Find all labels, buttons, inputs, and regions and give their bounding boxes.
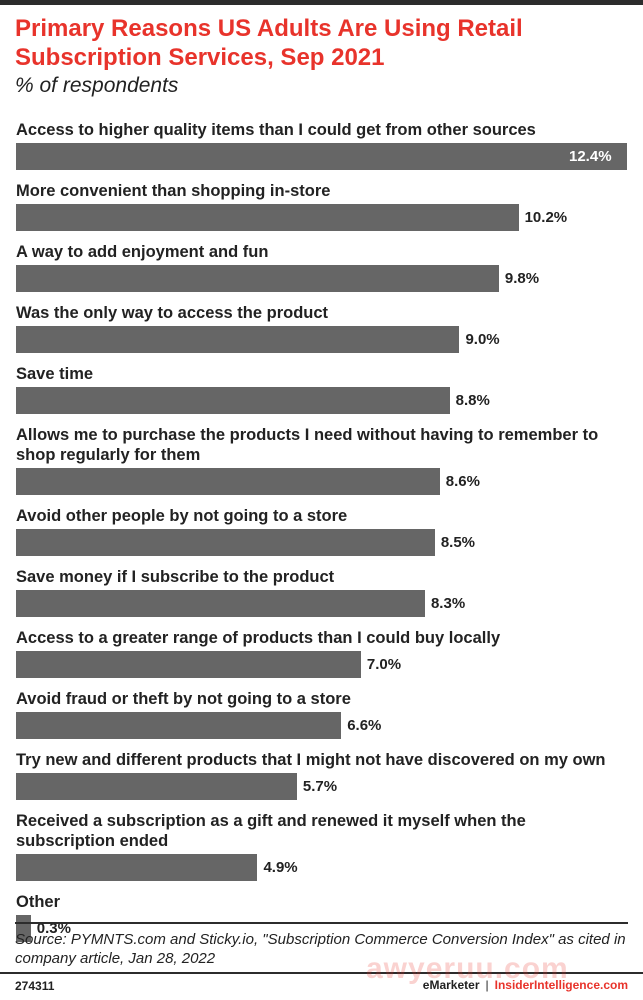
chart-id: 274311 [15,979,55,993]
category-label: Access to a greater range of products th… [16,629,501,647]
bar [16,712,342,739]
bar [16,204,519,231]
value-label: 8.3% [430,595,466,612]
value-label: 8.5% [440,534,476,551]
category-label: Save money if I subscribe to the product [16,568,335,586]
bar [16,651,361,678]
category-label: Avoid other people by not going to a sto… [16,507,348,525]
chart-title: Primary Reasons US Adults Are Using Reta… [15,15,523,71]
brand-credit: eMarketer | InsiderIntelligence.com [423,978,628,992]
bar [16,915,31,942]
value-label: 12.4% [569,148,612,165]
source-divider [15,922,628,924]
bar [16,265,499,292]
bar [16,387,450,414]
category-label: Was the only way to access the product [16,304,329,322]
category-label: Try new and different products that I mi… [16,751,606,769]
bar [16,529,435,556]
value-label: 8.6% [445,473,480,490]
category-label: Access to higher quality items than I co… [16,121,536,139]
value-label: 9.8% [504,270,540,287]
bar [16,326,460,353]
category-label: Allows me to purchase the products I nee… [16,426,599,464]
value-label: 6.6% [347,717,382,734]
bar [16,590,425,617]
category-label: Save time [16,365,94,383]
value-label: 4.9% [263,859,298,876]
value-label: 10.2% [524,209,568,226]
bar [16,468,440,495]
value-label: 9.0% [465,331,500,348]
chart-subtitle: % of respondents [15,74,179,97]
top-rule [0,0,643,5]
category-label: Other [16,893,61,911]
watermark: awyeruu.com [366,952,569,985]
category-label: Avoid fraud or theft by not going to a s… [16,690,351,708]
bar [16,854,258,881]
category-label: Received a subscription as a gift and re… [16,812,526,850]
brand-emarketer: eMarketer [422,978,480,992]
brand-insiderintelligence-link[interactable]: InsiderIntelligence.com [494,978,628,992]
source-note: Source: PYMNTS.com and Sticky.io, "Subsc… [15,931,626,967]
category-label: More convenient than shopping in-store [16,182,331,200]
value-label: 5.7% [302,778,338,795]
footer-rule [0,972,643,974]
value-label: 8.8% [455,392,490,409]
value-label: 0.3% [36,920,71,937]
bar [16,773,297,800]
brand-separator: | [485,978,489,992]
bar-chart: Access to higher quality items than I co… [0,112,643,942]
bar [16,143,627,170]
category-label: A way to add enjoyment and fun [16,243,269,261]
value-label: 7.0% [366,656,402,673]
